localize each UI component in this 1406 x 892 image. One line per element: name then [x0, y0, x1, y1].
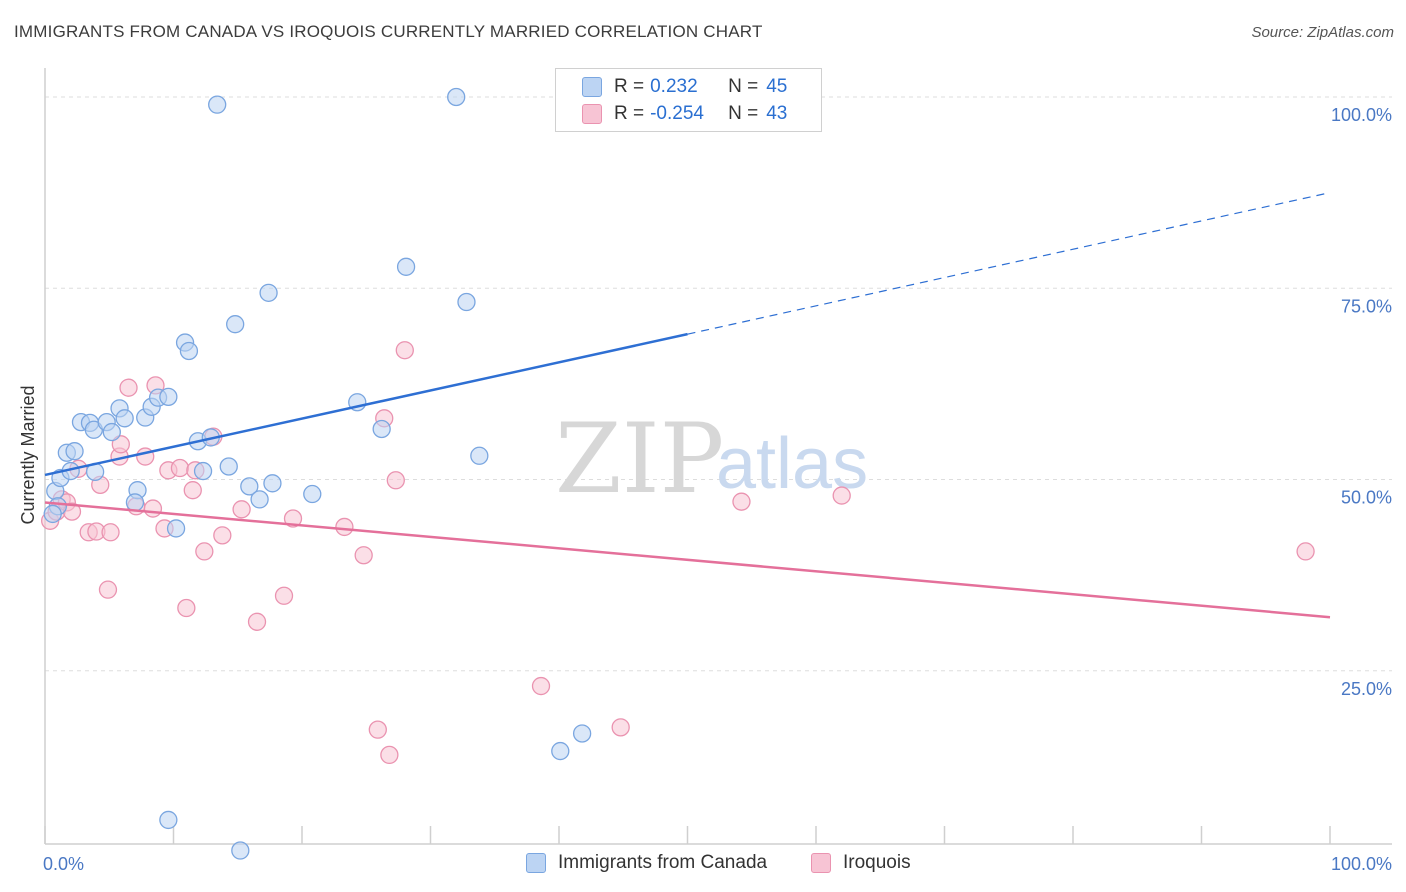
- legend-item-iroquois[interactable]: Iroquois: [811, 852, 911, 874]
- iroquois-point: [170, 458, 190, 478]
- legend-r-label: R =: [614, 76, 645, 97]
- x-tick-label: 100.0%: [1331, 854, 1392, 874]
- y-tick-label: 100.0%: [1331, 105, 1392, 125]
- grid-lines: [45, 96, 1392, 672]
- legend-swatch-iroquois: [811, 853, 831, 873]
- iroquois-point: [119, 378, 138, 397]
- canada-point: [159, 387, 178, 407]
- canada-point: [447, 87, 466, 107]
- x-tick-labels: 0.0% 100.0%: [43, 854, 1392, 874]
- canada-point: [115, 409, 134, 428]
- canada-point: [263, 474, 282, 493]
- iroquois-point: [380, 745, 399, 765]
- watermark: ZIP atlas: [555, 403, 868, 515]
- legend-swatch-canada: [582, 77, 602, 97]
- canada-point: [259, 283, 278, 302]
- chart-source: Source: ZipAtlas.com: [1251, 24, 1394, 41]
- canada-point: [572, 724, 592, 743]
- canada-point: [43, 504, 62, 524]
- canada-point: [470, 446, 489, 465]
- legend-n-value: 43: [766, 103, 788, 124]
- axes: [44, 68, 1392, 845]
- y-tick-label: 75.0%: [1341, 296, 1392, 316]
- iroquois-point: [98, 580, 118, 599]
- legend-swatch-canada: [526, 853, 546, 873]
- canada-point: [159, 810, 178, 830]
- iroquois-point: [213, 526, 232, 545]
- iroquois-point: [368, 720, 387, 739]
- iroquois-point: [354, 546, 373, 565]
- iroquois-point: [335, 517, 354, 537]
- legend-label-iroquois: Iroquois: [843, 852, 911, 873]
- y-tick-label: 25.0%: [1341, 679, 1392, 699]
- canada-point: [250, 490, 269, 509]
- watermark-zip: ZIP: [555, 403, 724, 515]
- legend-r-value: -0.254: [650, 103, 704, 124]
- legend-label-canada: Immigrants from Canada: [558, 852, 768, 873]
- chart-title: IMMIGRANTS FROM CANADA VS IROQUOIS CURRE…: [14, 22, 763, 41]
- iroquois-point: [611, 718, 630, 737]
- canada-point: [551, 741, 570, 761]
- iroquois-point: [101, 523, 120, 542]
- canada-trend-line: [44, 332, 688, 477]
- canada-point: [372, 419, 391, 439]
- y-tick-label: 50.0%: [1341, 488, 1392, 508]
- iroquois-point: [732, 492, 751, 511]
- series-legend: Immigrants from Canada Iroquois: [0, 852, 1406, 878]
- canada-point: [219, 457, 238, 476]
- legend-row-iroquois: R = -0.254 N = 43: [582, 102, 787, 126]
- legend-n-value: 45: [766, 76, 788, 97]
- canada-point: [303, 484, 322, 504]
- legend-swatch-iroquois: [582, 104, 602, 124]
- iroquois-point: [195, 542, 214, 561]
- y-axis-label: Currently Married: [18, 385, 38, 524]
- iroquois-point: [1296, 542, 1315, 561]
- y-tick-labels: 25.0% 50.0% 75.0% 100.0%: [1331, 105, 1392, 699]
- canada-point: [125, 493, 145, 512]
- iroquois-point: [111, 435, 130, 454]
- canada-point: [166, 519, 186, 538]
- canada-point: [193, 461, 213, 481]
- iroquois-point: [274, 586, 294, 605]
- iroquois-point: [531, 676, 551, 696]
- iroquois-point: [143, 499, 163, 518]
- legend-n-label: N =: [728, 103, 759, 124]
- legend-n-label: N =: [728, 76, 759, 97]
- iroquois-point: [832, 486, 851, 505]
- iroquois-point: [232, 500, 251, 519]
- trend-lines: [44, 192, 1331, 619]
- canada-point: [208, 95, 227, 114]
- legend-row-canada: R = 0.232 N = 45: [582, 75, 787, 99]
- canada-point: [457, 292, 476, 312]
- x-tick-label: 0.0%: [43, 854, 84, 874]
- iroquois-point: [395, 341, 414, 360]
- canada-point: [179, 341, 199, 361]
- iroquois-point: [177, 598, 196, 618]
- canada-trend-extension: [687, 192, 1331, 335]
- legend-item-canada[interactable]: Immigrants from Canada: [526, 852, 767, 874]
- canada-point: [240, 477, 259, 496]
- canada-point: [396, 257, 416, 276]
- iroquois-point: [247, 612, 267, 631]
- iroquois-point: [386, 471, 405, 490]
- iroquois-point: [183, 481, 202, 500]
- canada-point: [231, 841, 250, 860]
- iroquois-point: [283, 509, 303, 528]
- legend-r-value: 0.232: [650, 76, 698, 97]
- iroquois-trend-line: [44, 501, 1331, 619]
- canada-point: [65, 442, 84, 461]
- correlation-legend: R = 0.232 N = 45 R = -0.254 N = 43: [555, 68, 822, 132]
- legend-r-label: R =: [614, 103, 645, 124]
- canada-point: [226, 315, 245, 334]
- canada-point: [102, 422, 121, 442]
